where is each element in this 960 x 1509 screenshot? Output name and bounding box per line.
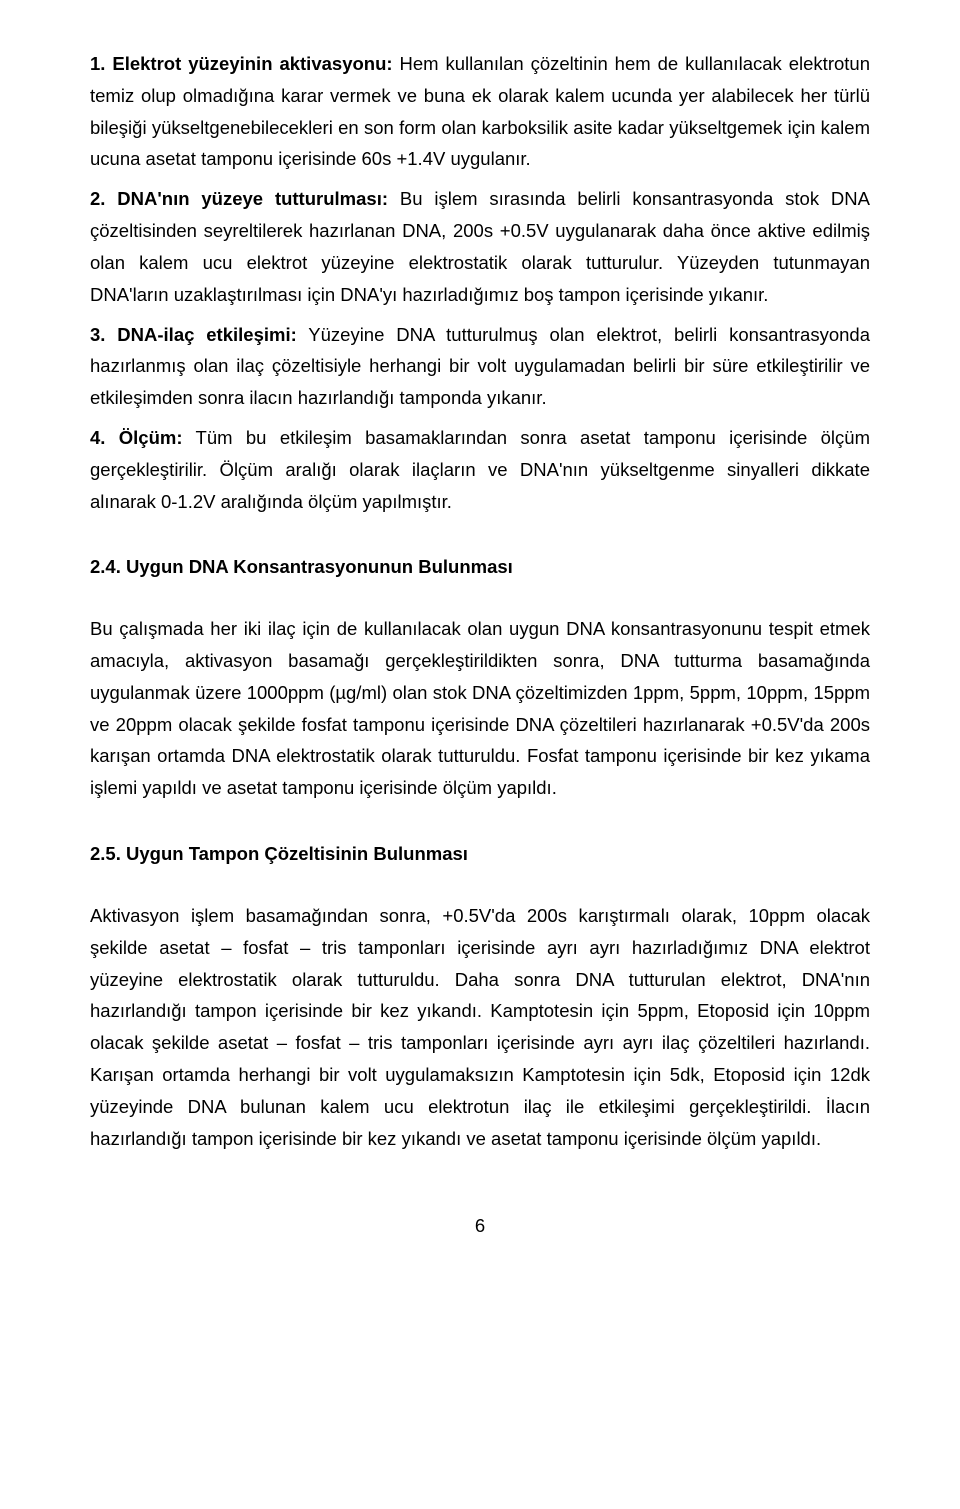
- paragraph-1-label: 1. Elektrot yüzeyinin aktivasyonu:: [90, 53, 393, 74]
- paragraph-1: 1. Elektrot yüzeyinin aktivasyonu: Hem k…: [90, 48, 870, 175]
- paragraph-4: 4. Ölçüm: Tüm bu etkileşim basamaklarınd…: [90, 422, 870, 517]
- paragraph-2-label: 2. DNA'nın yüzeye tutturulması:: [90, 188, 388, 209]
- section-2-5-heading: 2.5. Uygun Tampon Çözeltisinin Bulunması: [90, 838, 870, 870]
- page-number: 6: [90, 1210, 870, 1242]
- paragraph-3: 3. DNA-ilaç etkileşimi: Yüzeyine DNA tut…: [90, 319, 870, 414]
- paragraph-2: 2. DNA'nın yüzeye tutturulması: Bu işlem…: [90, 183, 870, 310]
- section-2-4-body: Bu çalışmada her iki ilaç için de kullan…: [90, 613, 870, 804]
- section-2-4-heading: 2.4. Uygun DNA Konsantrasyonunun Bulunma…: [90, 551, 870, 583]
- section-2-5-body: Aktivasyon işlem basamağından sonra, +0.…: [90, 900, 870, 1155]
- paragraph-4-label: 4. Ölçüm:: [90, 427, 183, 448]
- paragraph-4-text: Tüm bu etkileşim basamaklarından sonra a…: [90, 427, 870, 512]
- paragraph-3-label: 3. DNA-ilaç etkileşimi:: [90, 324, 297, 345]
